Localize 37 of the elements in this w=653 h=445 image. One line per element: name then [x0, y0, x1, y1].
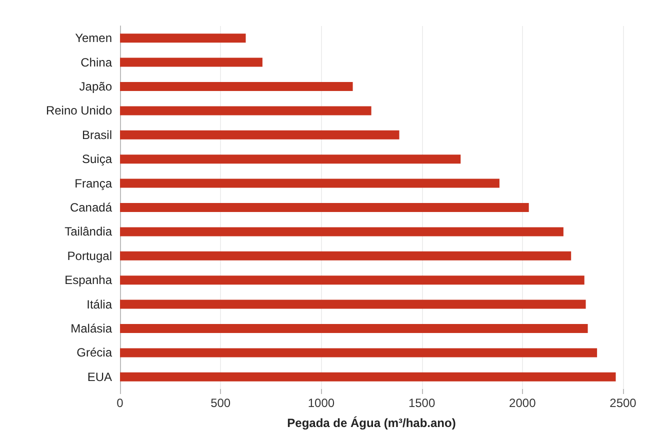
x-tick-label: 2500	[610, 396, 637, 410]
x-axis-title: Pegada de Água (m³/hab.ano)	[287, 416, 456, 430]
y-tick-label: Tailândia	[64, 224, 112, 239]
bar	[120, 154, 461, 164]
y-tick-label: Espanha	[64, 273, 112, 288]
y-tick-label: Reino Unido	[46, 104, 112, 118]
y-tick-label: Itália	[86, 297, 112, 312]
y-tick-label: Brasil	[82, 128, 112, 142]
y-tick-label: China	[80, 55, 112, 70]
y-tick-label: Suiça	[82, 152, 112, 166]
bar	[120, 82, 353, 91]
bar	[120, 203, 529, 212]
bar	[120, 227, 564, 236]
y-tick-label: Grécia	[76, 346, 112, 360]
bar	[120, 372, 616, 382]
x-tick-label: 1500	[408, 396, 436, 410]
x-tick-label: 2000	[509, 396, 536, 410]
bar	[120, 300, 586, 309]
bar	[120, 324, 588, 333]
y-tick-label: Malásia	[70, 322, 112, 336]
x-tick-label: 1000	[308, 396, 335, 410]
y-tick-label: Portugal	[67, 248, 112, 263]
bar	[120, 348, 598, 358]
x-tick-label: 500	[210, 396, 231, 410]
bar	[120, 58, 262, 67]
bar	[120, 251, 572, 260]
y-tick-label: Japão	[79, 80, 112, 94]
x-tick-label: 0	[116, 396, 124, 410]
bar	[120, 130, 400, 140]
bar	[120, 178, 500, 188]
y-tick-label: Yemen	[75, 31, 112, 46]
y-tick-label: EUA	[87, 370, 112, 384]
bar	[120, 276, 584, 285]
bar	[120, 34, 246, 43]
bar	[120, 106, 372, 116]
y-tick-label: Canadá	[70, 200, 112, 214]
y-tick-label: França	[74, 176, 112, 190]
